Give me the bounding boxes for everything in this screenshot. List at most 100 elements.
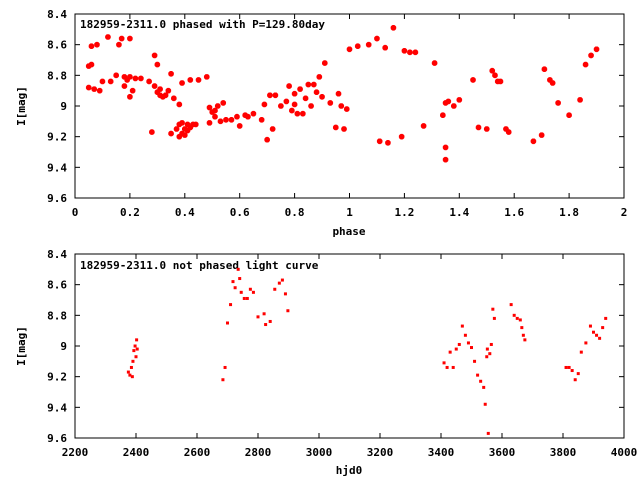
x-tick-label: 1.2 bbox=[394, 206, 414, 219]
data-point bbox=[343, 106, 350, 112]
data-point bbox=[132, 349, 136, 353]
data-point bbox=[294, 110, 301, 117]
data-point bbox=[283, 292, 287, 296]
data-point bbox=[289, 107, 295, 114]
data-point bbox=[555, 100, 561, 106]
data-point bbox=[365, 41, 372, 48]
data-point bbox=[239, 290, 243, 294]
data-point bbox=[273, 287, 277, 291]
data-point bbox=[85, 63, 92, 69]
data-point bbox=[107, 78, 114, 85]
x-tick-label: 0.6 bbox=[230, 206, 250, 219]
data-point bbox=[182, 126, 188, 132]
data-point bbox=[440, 112, 446, 118]
data-point bbox=[264, 323, 268, 327]
data-point bbox=[94, 41, 100, 48]
y-tick-label: 8.4 bbox=[47, 8, 67, 21]
data-point bbox=[573, 378, 577, 382]
data-point bbox=[234, 113, 240, 120]
y-axis-title: I[mag] bbox=[15, 326, 28, 366]
data-point bbox=[566, 112, 572, 118]
data-point bbox=[233, 286, 237, 290]
data-point bbox=[176, 121, 183, 128]
data-point bbox=[251, 290, 255, 294]
data-point bbox=[488, 352, 492, 356]
data-point bbox=[165, 87, 172, 94]
data-point bbox=[267, 92, 273, 99]
data-point bbox=[220, 100, 227, 106]
data-point bbox=[223, 365, 227, 369]
x-axis-title: phase bbox=[332, 225, 365, 238]
data-point bbox=[300, 110, 306, 117]
data-point bbox=[131, 359, 135, 363]
data-point bbox=[179, 80, 185, 86]
data-point bbox=[256, 315, 260, 319]
x-tick-label: 3000 bbox=[306, 446, 333, 459]
data-point bbox=[564, 365, 568, 369]
data-point bbox=[269, 126, 276, 132]
data-point bbox=[486, 431, 490, 435]
data-point bbox=[570, 369, 574, 373]
data-point bbox=[470, 346, 473, 350]
data-point bbox=[302, 95, 309, 102]
data-point bbox=[146, 78, 152, 85]
data-point bbox=[250, 110, 257, 117]
data-point bbox=[577, 97, 583, 103]
data-point bbox=[588, 52, 594, 59]
data-point bbox=[105, 34, 111, 40]
data-point bbox=[451, 365, 455, 369]
data-point bbox=[212, 113, 218, 120]
data-point bbox=[515, 316, 519, 320]
data-point bbox=[88, 61, 95, 68]
data-point bbox=[154, 61, 161, 68]
x-tick-label: 2200 bbox=[62, 446, 89, 459]
data-point bbox=[127, 94, 133, 100]
x-axis-title: hjd0 bbox=[336, 464, 363, 477]
data-point bbox=[407, 49, 413, 56]
data-point bbox=[492, 72, 498, 79]
data-point bbox=[278, 103, 284, 109]
data-point bbox=[206, 120, 213, 126]
data-point bbox=[157, 92, 163, 99]
data-point bbox=[127, 74, 133, 80]
data-point bbox=[138, 75, 144, 82]
y-tick-label: 8.8 bbox=[47, 69, 67, 82]
data-point bbox=[305, 81, 312, 88]
data-point bbox=[151, 52, 158, 59]
data-point bbox=[116, 41, 122, 48]
data-point bbox=[460, 324, 464, 328]
data-point bbox=[96, 87, 103, 94]
data-point bbox=[463, 333, 467, 337]
data-point bbox=[321, 60, 328, 66]
data-point bbox=[601, 326, 605, 330]
y-tick-label: 8.6 bbox=[47, 39, 67, 52]
data-point bbox=[291, 90, 298, 97]
data-point bbox=[258, 117, 265, 123]
data-point bbox=[489, 67, 496, 74]
data-point bbox=[595, 333, 599, 337]
data-point bbox=[475, 124, 482, 131]
data-point bbox=[442, 361, 446, 365]
data-point bbox=[231, 280, 235, 284]
data-point bbox=[489, 342, 493, 346]
data-point bbox=[195, 77, 202, 83]
data-point bbox=[598, 336, 602, 340]
data-point bbox=[341, 126, 347, 132]
data-point bbox=[398, 133, 405, 140]
data-point bbox=[335, 90, 342, 97]
data-point bbox=[512, 313, 516, 317]
data-point bbox=[228, 117, 235, 123]
y-tick-label: 8.4 bbox=[47, 248, 67, 261]
data-point bbox=[327, 100, 334, 106]
x-tick-label: 0.2 bbox=[120, 206, 140, 219]
data-point bbox=[319, 94, 325, 100]
data-point bbox=[236, 267, 240, 271]
data-point bbox=[129, 365, 133, 369]
data-point bbox=[497, 78, 504, 85]
data-point bbox=[245, 113, 251, 120]
data-point bbox=[217, 118, 224, 125]
data-point bbox=[382, 44, 388, 51]
data-point bbox=[431, 60, 438, 66]
y-tick-label: 9.4 bbox=[47, 161, 67, 174]
chart-title: 182959-2311.0 phased with P=129.80day bbox=[80, 18, 325, 31]
